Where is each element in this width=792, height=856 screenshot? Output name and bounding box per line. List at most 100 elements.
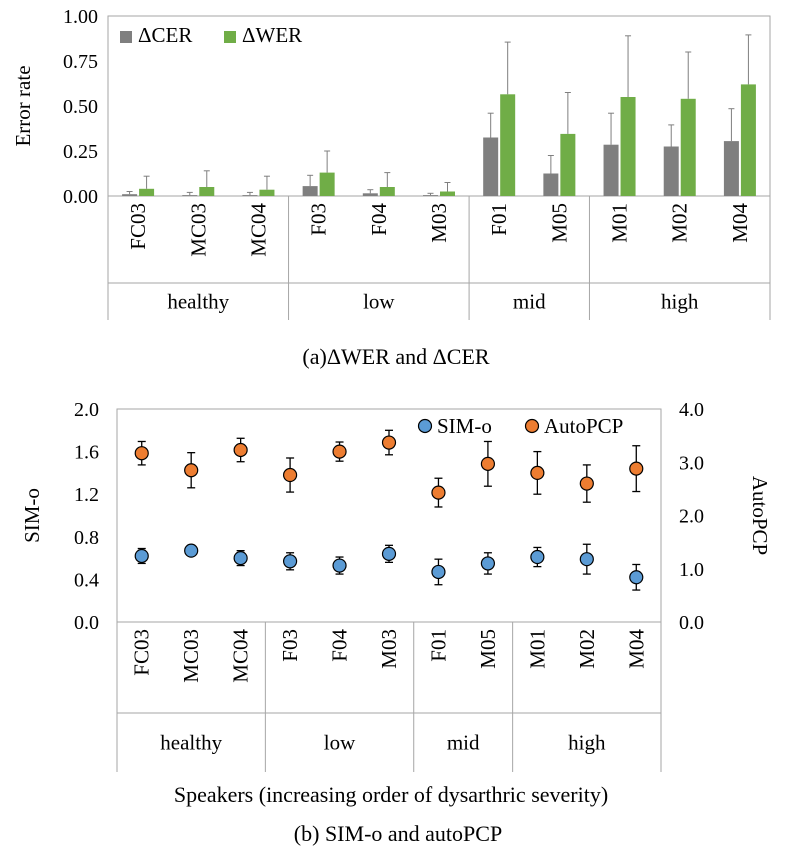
group-label: high (661, 290, 699, 314)
marker-sim-o (530, 549, 545, 565)
y-tick-label-left: 1.2 (74, 484, 99, 506)
legend-marker (524, 418, 540, 434)
group-label: healthy (160, 731, 222, 755)
marker-autopcp (381, 435, 397, 450)
bar-delta-cer (122, 194, 138, 196)
bar-delta-cer (543, 173, 559, 196)
category-label: F01 (426, 629, 450, 662)
marker-sim-o (282, 554, 298, 569)
category-label: M04 (624, 629, 648, 669)
category-label: FC03 (126, 203, 150, 250)
legend-label: ΔWER (242, 23, 302, 47)
category-label: M05 (476, 629, 500, 669)
y-tick-label: 1.00 (63, 6, 98, 28)
category-label: M01 (525, 629, 549, 669)
y-tick-label-left: 1.6 (74, 442, 99, 464)
category-label: F03 (307, 203, 331, 236)
bar-delta-wer (259, 189, 275, 196)
plot-frame (107, 15, 771, 197)
chart-error-rate: FC03 MC03 MC04 F03 F04 M03 F01 M05 M01 M02 M04 heal… (11, 6, 771, 320)
category-label: MC03 (186, 203, 210, 257)
marker-autopcp (431, 485, 446, 500)
bar-delta-wer (199, 187, 215, 196)
marker-autopcp (332, 444, 347, 459)
category-label: MC04 (229, 629, 253, 683)
marker-sim-o (332, 558, 347, 573)
bar-delta-cer (483, 137, 499, 196)
marker-autopcp (579, 476, 594, 491)
y-tick-label-right: 3.0 (679, 452, 704, 474)
legend-swatch (120, 31, 132, 43)
category-label: FC03 (130, 629, 154, 676)
bar-delta-wer (680, 98, 696, 196)
marker-autopcp (233, 442, 248, 458)
y-tick-label-right: 4.0 (679, 399, 704, 421)
x-axis-label: Speakers (increasing order of dysarthric… (174, 782, 608, 807)
category-label: MC03 (179, 629, 203, 683)
category-label: M04 (728, 203, 752, 243)
category-label: MC04 (246, 203, 270, 257)
y-axis-label-left: SIM-o (20, 488, 44, 543)
legend-label: AutoPCP (544, 414, 623, 438)
plot-frame (116, 408, 662, 623)
category-label: F01 (487, 203, 511, 236)
y-tick-label-left: 2.0 (74, 399, 99, 421)
category-label: M03 (427, 203, 451, 243)
caption-a: (a)ΔWER and ΔCER (302, 344, 489, 369)
category-label: M05 (547, 203, 571, 243)
marker-sim-o (431, 564, 446, 580)
marker-autopcp (530, 465, 545, 480)
group-label: low (363, 290, 395, 314)
category-label: M02 (575, 629, 599, 669)
chart-sim-autopcp: FC03 MC03 MC04 F03 F04 M03 F01 M05 M01 M02 M04 heal… (20, 399, 772, 807)
bar-delta-cer (723, 141, 739, 196)
category-label: F04 (367, 203, 391, 236)
legend-marker (417, 418, 433, 434)
bar-delta-cer (663, 146, 679, 196)
y-tick-label-right: 0.0 (679, 612, 704, 634)
bar-delta-cer (362, 193, 378, 196)
bar-delta-wer (500, 94, 516, 196)
marker-autopcp (480, 456, 496, 471)
bar-delta-wer (740, 84, 756, 196)
marker-autopcp (184, 463, 199, 478)
legend-swatch (224, 31, 236, 43)
category-label: M03 (377, 629, 401, 669)
bar-delta-cer (302, 186, 318, 196)
marker-sim-o (579, 552, 594, 567)
legend-label: SIM-o (437, 414, 492, 438)
y-axis-label-right: AutoPCP (748, 476, 772, 555)
marker-sim-o (629, 570, 644, 585)
bar-delta-wer (440, 191, 455, 196)
marker-autopcp (629, 461, 644, 476)
bar-delta-cer (242, 195, 258, 196)
bar-delta-wer (379, 187, 395, 196)
category-label: F03 (278, 629, 302, 662)
marker-autopcp (282, 467, 298, 483)
marker-sim-o (184, 543, 199, 558)
y-tick-label: 0.00 (63, 186, 98, 208)
y-tick-label: 0.25 (63, 141, 98, 163)
marker-sim-o (233, 550, 248, 566)
y-tick-label-left: 0.4 (74, 569, 99, 591)
group-label: high (568, 731, 606, 755)
marker-autopcp (134, 446, 149, 461)
y-axis-label: Error rate (11, 65, 35, 146)
bar-delta-wer (319, 172, 335, 196)
y-tick-label: 0.50 (63, 96, 98, 118)
group-label: low (324, 731, 356, 755)
category-label: M01 (608, 203, 632, 243)
group-label: mid (447, 731, 480, 755)
y-tick-label-right: 1.0 (679, 559, 704, 581)
category-label: M02 (668, 203, 692, 243)
legend-label: ΔCER (138, 23, 192, 47)
bar-delta-cer (423, 195, 438, 196)
group-label: mid (513, 290, 546, 314)
y-tick-label-right: 2.0 (679, 506, 704, 528)
group-label: healthy (167, 290, 229, 314)
marker-sim-o (381, 546, 397, 561)
marker-sim-o (134, 548, 149, 564)
bar-delta-wer (620, 97, 636, 196)
y-tick-label-left: 0.8 (74, 527, 99, 549)
